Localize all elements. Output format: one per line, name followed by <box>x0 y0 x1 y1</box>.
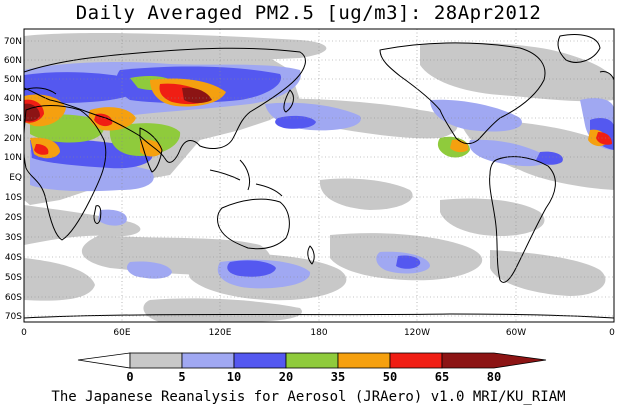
lat-label: 50S <box>5 273 22 283</box>
colorbar-bin <box>389 352 443 369</box>
lat-label: 40S <box>5 253 22 263</box>
map-frame <box>23 28 615 323</box>
colorbar-bin <box>233 352 287 369</box>
lat-label: 10N <box>4 153 22 163</box>
map-title: Daily Averaged PM2.5 [ug/m3]: 28Apr2012 <box>75 2 542 24</box>
colorbar-bin <box>77 352 131 369</box>
lat-label: 70S <box>5 312 22 322</box>
data-credit: The Japanese Reanalysis for Aerosol (JRA… <box>51 389 566 405</box>
lat-label: 30N <box>4 114 22 124</box>
colorbar-tick-label: 5 <box>178 370 185 384</box>
lat-label: 50N <box>4 75 22 85</box>
pm25-field <box>24 33 614 322</box>
lon-label: 60E <box>113 328 130 338</box>
lat-label: 20N <box>4 134 22 144</box>
colorbar-tick-label: 0 <box>126 370 133 384</box>
lat-label: 10S <box>5 193 22 203</box>
lon-label: 60W <box>506 328 526 338</box>
colorbar: 0 5 10 20 35 50 65 80 <box>77 352 547 384</box>
colorbar-tick-label: 10 <box>227 370 241 384</box>
lon-label: 120W <box>404 328 430 338</box>
lon-label: 0 <box>21 328 27 338</box>
lat-label: 70N <box>4 37 22 47</box>
colorbar-tick-label: 20 <box>279 370 293 384</box>
lat-label: 30S <box>5 233 22 243</box>
longitude-labels: 0 60E 120E 180 120W 60W 0 <box>21 328 615 338</box>
colorbar-tick-label: 65 <box>435 370 449 384</box>
lon-label: 0 <box>609 328 615 338</box>
graticule <box>24 29 614 322</box>
colorbar-bin <box>129 352 183 369</box>
colorbar-bin <box>285 352 339 369</box>
lon-label: 120E <box>209 328 232 338</box>
colorbar-bin <box>337 352 391 369</box>
lat-label: 60N <box>4 56 22 66</box>
lat-label: 20S <box>5 213 22 223</box>
lon-label: 180 <box>310 328 327 338</box>
lat-label: 40N <box>4 94 22 104</box>
colorbar-tick-label: 50 <box>383 370 397 384</box>
lat-label: EQ <box>9 173 22 183</box>
colorbar-tick-label: 80 <box>487 370 501 384</box>
pm25-map: 70N 60N 50N 40N 30N 20N 10N EQ 10S 20S 3… <box>4 28 615 384</box>
colorbar-bin <box>181 352 235 369</box>
lat-label: 60S <box>5 293 22 303</box>
latitude-labels: 70N 60N 50N 40N 30N 20N 10N EQ 10S 20S 3… <box>4 37 22 322</box>
colorbar-tick-label: 35 <box>331 370 345 384</box>
colorbar-bin <box>441 352 547 369</box>
